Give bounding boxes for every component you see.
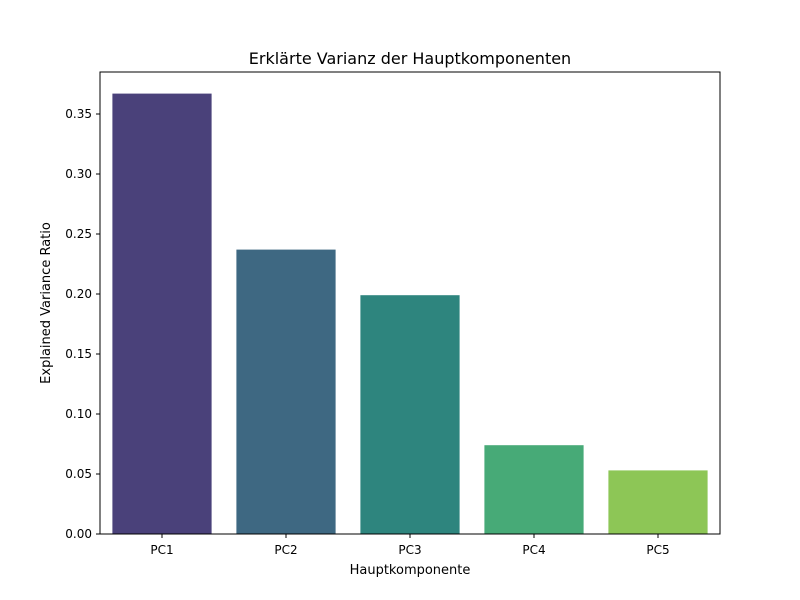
y-tick-label: 0.25 [65,227,92,241]
y-axis-ticks: 0.00 0.05 0.10 0.15 0.20 0.25 0.30 0.35 [65,107,100,541]
x-tick-label: PC2 [274,543,297,557]
y-tick-label: 0.00 [65,527,92,541]
bar-pc1 [112,93,212,534]
bars-layer [112,93,708,534]
chart-title: Erklärte Varianz der Hauptkomponenten [249,49,571,68]
y-tick-label: 0.20 [65,287,92,301]
y-tick-label: 0.10 [65,407,92,421]
x-tick-label: PC1 [150,543,173,557]
x-tick-label: PC4 [522,543,545,557]
y-tick-label: 0.05 [65,467,92,481]
bar-pc2 [236,249,336,534]
y-tick-label: 0.30 [65,167,92,181]
y-tick-label: 0.15 [65,347,92,361]
x-tick-label: PC5 [646,543,669,557]
x-tick-label: PC3 [398,543,421,557]
plot-frame [99,71,721,535]
x-axis-ticks: PC1 PC2 PC3 PC4 PC5 [150,534,670,557]
bar-pc5 [608,470,708,534]
y-axis-label: Explained Variance Ratio [39,222,54,384]
bar-pc4 [484,445,584,534]
y-tick-label: 0.35 [65,107,92,121]
x-axis-label: Hauptkomponente [350,563,471,578]
bar-pc3 [360,295,460,534]
